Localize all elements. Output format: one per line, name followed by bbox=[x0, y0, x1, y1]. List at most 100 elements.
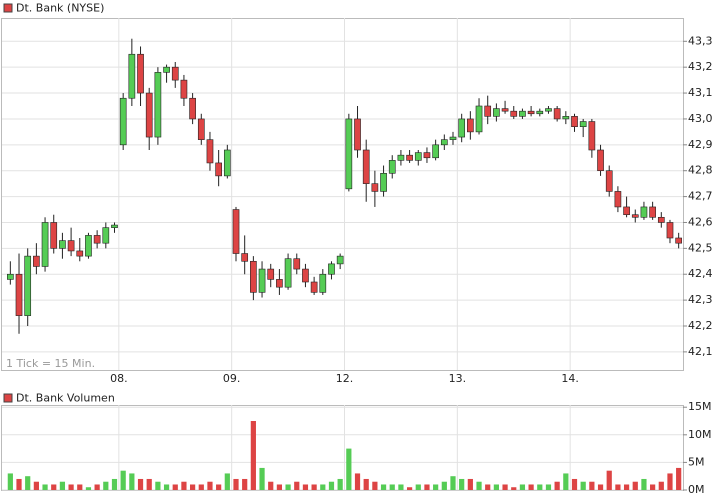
volume-bar bbox=[103, 481, 109, 490]
candle-body bbox=[163, 66, 170, 73]
volume-bar bbox=[650, 484, 656, 490]
volume-bar bbox=[25, 476, 31, 490]
legend-label: Dt. Bank Volumen bbox=[16, 392, 115, 405]
y-tick-label: 42,7 bbox=[688, 190, 713, 203]
candle-body bbox=[33, 255, 40, 267]
volume-bar bbox=[580, 481, 586, 490]
candle-body bbox=[623, 206, 630, 216]
volume-bar bbox=[589, 481, 595, 490]
volume-bar bbox=[667, 473, 673, 490]
volume-bar bbox=[181, 481, 187, 490]
tick-note: 1 Tick = 15 Min. bbox=[6, 357, 95, 370]
volume-bar bbox=[441, 481, 447, 490]
candle-body bbox=[640, 206, 648, 218]
volume-bar bbox=[224, 473, 230, 490]
candle-body bbox=[128, 53, 136, 99]
volume-bar bbox=[632, 481, 638, 490]
candle-body bbox=[241, 253, 249, 262]
candle-body bbox=[7, 273, 14, 280]
candle-body bbox=[111, 224, 118, 228]
candle-body bbox=[371, 183, 379, 192]
candle-body bbox=[180, 79, 188, 99]
candle-body bbox=[102, 227, 110, 244]
y-tick-label: 42,2 bbox=[688, 319, 713, 332]
y-tick-label: 5M bbox=[688, 455, 705, 468]
candle-body bbox=[24, 255, 32, 316]
volume-bar bbox=[615, 484, 621, 490]
volume-bar bbox=[346, 448, 352, 490]
volume-bar bbox=[268, 481, 274, 490]
y-tick-label: 42,9 bbox=[688, 138, 713, 151]
candle-body bbox=[302, 268, 309, 283]
x-tick-label: 14. bbox=[561, 372, 579, 385]
volume-bar bbox=[51, 484, 57, 490]
volume-bar bbox=[380, 484, 387, 490]
candle-body bbox=[137, 53, 144, 94]
candle-body bbox=[171, 66, 179, 81]
volume-bar bbox=[676, 467, 682, 490]
volume-bar bbox=[389, 484, 395, 490]
candle-body bbox=[631, 214, 639, 218]
candle-body bbox=[440, 139, 448, 146]
candle-body bbox=[15, 273, 23, 316]
candle-body bbox=[423, 152, 431, 159]
volume-bar bbox=[545, 484, 552, 490]
candle-body bbox=[536, 110, 544, 115]
candle-body bbox=[414, 152, 422, 161]
volume-bar bbox=[511, 487, 517, 490]
volume-bar bbox=[337, 478, 343, 490]
volume-bar bbox=[250, 421, 256, 490]
candle-body bbox=[85, 235, 92, 257]
candle-body bbox=[232, 209, 240, 254]
y-tick-label: 43,0 bbox=[688, 112, 713, 125]
candle-body bbox=[59, 240, 66, 249]
candle-body bbox=[397, 154, 405, 161]
candle-body bbox=[276, 279, 283, 288]
volume-bar bbox=[190, 484, 196, 490]
candle-body bbox=[336, 255, 344, 265]
volume-bar bbox=[7, 473, 13, 490]
y-tick-label: 0M bbox=[688, 483, 705, 496]
candle-body bbox=[614, 191, 622, 208]
volume-bar bbox=[459, 478, 465, 490]
candle-body bbox=[649, 206, 656, 218]
y-tick-label: 10M bbox=[688, 428, 712, 441]
candle-body bbox=[588, 121, 596, 151]
x-tick-label: 08. bbox=[110, 372, 128, 385]
candle-body bbox=[675, 237, 682, 244]
candle-body bbox=[258, 268, 266, 293]
volume-bar bbox=[259, 467, 265, 490]
volume-bar bbox=[597, 484, 604, 490]
volume-bar bbox=[406, 487, 413, 490]
candle-body bbox=[119, 97, 127, 146]
candle-body bbox=[206, 139, 214, 164]
candle-body bbox=[250, 260, 257, 293]
legend-swatch bbox=[3, 3, 13, 13]
candle-body bbox=[93, 235, 101, 244]
volume-bar bbox=[363, 478, 369, 490]
candle-body bbox=[605, 170, 613, 192]
candle-body bbox=[328, 263, 335, 275]
candle-body bbox=[579, 121, 587, 128]
volume-bar bbox=[285, 484, 291, 490]
volume-bar bbox=[68, 484, 74, 490]
candle-body bbox=[571, 116, 578, 128]
candle-body bbox=[493, 108, 500, 117]
candle-body bbox=[545, 108, 552, 112]
candle-body bbox=[553, 108, 561, 120]
candle-body bbox=[154, 72, 162, 138]
price-frame bbox=[1, 18, 684, 371]
volume-bar bbox=[33, 481, 39, 490]
volume-bar bbox=[85, 487, 92, 490]
candle-body bbox=[467, 118, 474, 133]
volume-bar bbox=[623, 484, 630, 490]
y-tick-label: 43,3 bbox=[688, 34, 713, 47]
candle-body bbox=[189, 97, 196, 120]
volume-bar bbox=[120, 470, 126, 490]
volume-bar bbox=[493, 484, 499, 490]
volume-bar bbox=[354, 473, 361, 490]
volume-bar bbox=[606, 470, 612, 490]
candle-body bbox=[432, 144, 439, 159]
volume-bar bbox=[94, 484, 100, 490]
candle-body bbox=[197, 118, 205, 140]
